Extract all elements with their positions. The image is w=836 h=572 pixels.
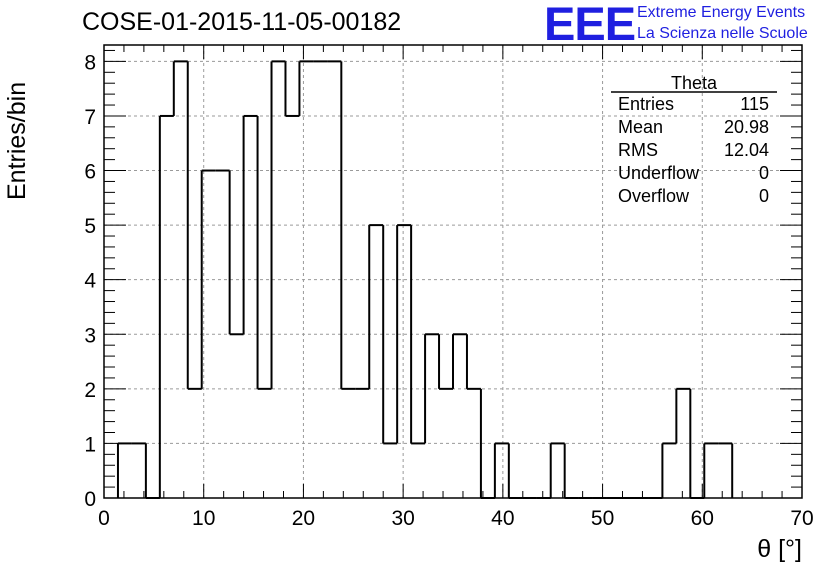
x-tick-label: 60 bbox=[691, 507, 714, 530]
x-tick-label: 70 bbox=[790, 507, 813, 530]
y-tick-label: 5 bbox=[84, 215, 96, 238]
stats-row-label: Overflow bbox=[618, 186, 690, 206]
y-tick-label: 0 bbox=[84, 488, 96, 511]
x-tick-label: 50 bbox=[591, 507, 614, 530]
stats-row-label: Underflow bbox=[618, 163, 700, 183]
grid-layer bbox=[104, 45, 802, 498]
eee-logo-text: Extreme Energy Events La Scienza nelle S… bbox=[637, 2, 808, 44]
stats-row-value: 0 bbox=[759, 163, 769, 183]
stats-row-label: Entries bbox=[618, 94, 674, 114]
x-tick-label: 20 bbox=[292, 507, 315, 530]
x-tick-label: 0 bbox=[98, 507, 110, 530]
x-axis-label: θ [°] bbox=[757, 535, 802, 563]
stats-row-value: 115 bbox=[740, 94, 769, 114]
axis-layer: 0 10 20 30 40 50 60 70 0 1 2 3 4 5 6 7 8 bbox=[84, 44, 814, 530]
y-tick-label: 3 bbox=[84, 324, 96, 347]
y-tick-label: 7 bbox=[84, 106, 96, 129]
plot-frame bbox=[103, 44, 803, 499]
y-tick-label: 8 bbox=[84, 51, 96, 74]
y-tick-label: 1 bbox=[84, 433, 96, 456]
logo-line-1: Extreme Energy Events bbox=[637, 4, 806, 21]
stats-row-label: RMS bbox=[618, 140, 658, 160]
stats-title: Theta bbox=[671, 73, 718, 93]
y-tick-label: 2 bbox=[84, 379, 96, 402]
x-tick-label: 10 bbox=[192, 507, 215, 530]
stats-row-value: 0 bbox=[759, 186, 769, 206]
stats-row-value: 12.04 bbox=[724, 140, 769, 160]
stats-row-value: 20.98 bbox=[724, 117, 769, 137]
y-tick-label: 6 bbox=[84, 161, 96, 184]
x-tick-label: 40 bbox=[491, 507, 514, 530]
histogram-layer bbox=[116, 60, 734, 499]
stats-row-label: Mean bbox=[618, 117, 663, 137]
eee-logo-mark: EEE bbox=[544, 0, 636, 50]
plot-title: COSE-01-2015-11-05-00182 bbox=[82, 8, 402, 36]
x-tick-label: 30 bbox=[391, 507, 414, 530]
y-tick-label: 4 bbox=[84, 270, 96, 293]
logo-line-2: La Scienza nelle Scuole bbox=[637, 25, 808, 42]
